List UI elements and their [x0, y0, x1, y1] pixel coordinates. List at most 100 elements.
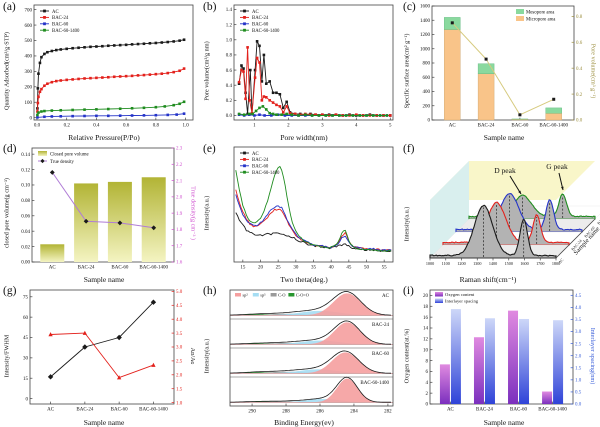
- svg-text:55: 55: [382, 266, 388, 271]
- svg-text:1.0: 1.0: [182, 124, 189, 129]
- svg-text:0.0: 0.0: [575, 403, 582, 408]
- svg-text:1.2: 1.2: [226, 23, 233, 28]
- legend: Mesopore area Micropore area: [516, 9, 556, 23]
- svg-text:200: 200: [423, 104, 431, 109]
- panel-d-x-axis-label: Sample name: [84, 275, 125, 284]
- panel-h-x-axis-label: Binding Energy(ev): [274, 418, 334, 427]
- panel-c-surface-area: AC BAC-24 BAC-60 BAC-60-1400 0 200 400 600 800 10…: [400, 0, 600, 142]
- panel-i-y-axis-label: Oxygen content(at.%): [404, 328, 411, 383]
- plot-h-canvas: AC BAC-24 BAC-60 BAC-60-1400 290 288 286 284 282…: [200, 284, 400, 427]
- panel-e-letter: (e): [203, 143, 216, 155]
- panel-h-letter: (h): [203, 285, 216, 297]
- svg-text:12: 12: [423, 338, 429, 343]
- svg-text:BAC-24: BAC-24: [252, 158, 269, 163]
- bar-interlayer-BAC-24: [485, 318, 495, 404]
- svg-text:200: 200: [25, 86, 33, 91]
- svg-text:BAC-60: BAC-60: [252, 165, 269, 170]
- svg-text:8: 8: [426, 359, 429, 364]
- svg-text:0.8: 0.8: [153, 124, 160, 129]
- panel-d-letter: (d): [3, 143, 16, 155]
- svg-text:0.2: 0.2: [576, 93, 583, 98]
- svg-text:2.2: 2.2: [176, 163, 183, 168]
- svg-text:AC: AC: [47, 408, 55, 413]
- svg-text:C-O=O: C-O=O: [296, 293, 309, 298]
- legend: Closed pore volumeTrue density: [38, 151, 89, 165]
- svg-text:BAC-60-1400: BAC-60-1400: [139, 408, 168, 413]
- svg-text:0.8: 0.8: [226, 54, 233, 59]
- svg-text:1.6: 1.6: [176, 261, 183, 266]
- svg-text:AC: AC: [252, 10, 259, 15]
- svg-text:BAC-24: BAC-24: [52, 16, 69, 21]
- svg-text:BAC-60-1400: BAC-60-1400: [252, 29, 280, 34]
- svg-text:20: 20: [423, 294, 429, 299]
- panel-i-right-axis-label: Interlayer spacing(nm): [590, 327, 597, 384]
- svg-text:0: 0: [428, 119, 431, 124]
- plot-c-canvas: AC BAC-24 BAC-60 BAC-60-1400 0 200 400 600 800 10…: [400, 0, 600, 142]
- svg-text:0: 0: [426, 403, 429, 408]
- svg-text:75: 75: [23, 295, 29, 300]
- svg-text:BAC-60-1400: BAC-60-1400: [360, 381, 389, 386]
- svg-text:AC: AC: [49, 266, 57, 271]
- svg-text:25: 25: [276, 266, 282, 271]
- svg-text:400: 400: [25, 55, 33, 60]
- panel-a-letter: (a): [3, 1, 16, 13]
- svg-text:15: 15: [240, 266, 246, 271]
- svg-text:30: 30: [23, 357, 29, 362]
- svg-text:5: 5: [389, 124, 392, 129]
- panel-c-right-axis-label: Pore volume(cm³ g⁻¹): [590, 44, 597, 99]
- svg-text:0: 0: [26, 397, 29, 402]
- svg-text:4.5: 4.5: [575, 294, 582, 299]
- svg-text:0.6: 0.6: [123, 124, 130, 129]
- panel-g-right-axis-label: Aᴅ/Aɢ: [190, 347, 197, 364]
- panel-e-y-axis-label: Intensity(a.u.): [204, 196, 211, 231]
- svg-text:1.5: 1.5: [176, 387, 183, 392]
- svg-text:BAC-60: BAC-60: [372, 352, 389, 357]
- svg-text:0.00: 0.00: [21, 261, 30, 266]
- svg-text:1000: 1000: [420, 47, 431, 52]
- series-BAC-24: [238, 46, 392, 117]
- svg-text:4: 4: [426, 381, 429, 386]
- bar-oxygen-BAC-60-1400: [542, 392, 552, 404]
- svg-text:1100: 1100: [442, 261, 450, 266]
- panel-b-letter: (b): [203, 1, 216, 13]
- svg-text:0.04: 0.04: [21, 230, 30, 235]
- svg-text:Mesopore area: Mesopore area: [526, 11, 555, 16]
- svg-text:1.7: 1.7: [176, 244, 183, 249]
- panel-a-x-axis-label: Relative Pressure(P/Po): [68, 133, 139, 142]
- panel-d-closed-pore-volume: AC BAC-24 BAC-60 BAC-60-1400 0.00 0.02 0.04 0.0…: [0, 142, 200, 284]
- svg-text:1.9: 1.9: [176, 212, 183, 217]
- svg-text:BAC-60-1400: BAC-60-1400: [539, 124, 568, 129]
- svg-text:G peak: G peak: [546, 162, 568, 171]
- svg-text:0.02: 0.02: [21, 245, 30, 250]
- panel-b-x-axis-label: Pore width(nm): [280, 133, 327, 142]
- svg-text:300: 300: [25, 70, 33, 75]
- panel-i-letter: (i): [403, 285, 414, 297]
- plot-i-canvas: AC BAC-24 BAC-60 BAC-60-1400024681012141618…: [400, 284, 600, 427]
- svg-text:1400: 1400: [420, 19, 431, 24]
- svg-text:288: 288: [282, 410, 290, 415]
- svg-text:0.4: 0.4: [226, 84, 233, 89]
- plot-e-canvas: 15 20 25 30 35 40 45 50 55 ACBAC-24 BAC-60BAC-60-1…: [200, 142, 400, 284]
- svg-text:0: 0: [30, 116, 33, 121]
- svg-text:C-O: C-O: [278, 293, 285, 298]
- svg-text:16: 16: [423, 316, 429, 321]
- svg-text:0.10: 0.10: [21, 184, 30, 189]
- panel-a-adsorption-isotherms: 0.0 0.2 0.4 0.6 0.8 1.0 0 100 200 300 400 500 600 700…: [0, 0, 200, 142]
- svg-text:4.0: 4.0: [176, 318, 183, 323]
- svg-text:0.8: 0.8: [576, 15, 583, 20]
- svg-text:286: 286: [316, 410, 324, 415]
- svg-text:0.08: 0.08: [21, 199, 30, 204]
- svg-text:D peak: D peak: [494, 166, 516, 175]
- svg-text:4.0: 4.0: [575, 306, 582, 311]
- svg-text:BAC-60-1400: BAC-60-1400: [139, 266, 168, 271]
- svg-text:BAC-60-1400: BAC-60-1400: [52, 29, 80, 34]
- svg-text:BAC-24: BAC-24: [372, 323, 389, 328]
- svg-text:2.1: 2.1: [176, 179, 183, 184]
- svg-text:BAC-24: BAC-24: [252, 16, 269, 21]
- svg-text:1800: 1800: [552, 261, 560, 266]
- svg-text:2.5: 2.5: [176, 360, 183, 365]
- panel-g-x-axis-label: Sample name: [84, 418, 125, 427]
- svg-text:BAC-60: BAC-60: [510, 408, 527, 413]
- svg-text:45: 45: [23, 336, 29, 341]
- svg-text:0.4: 0.4: [576, 67, 583, 72]
